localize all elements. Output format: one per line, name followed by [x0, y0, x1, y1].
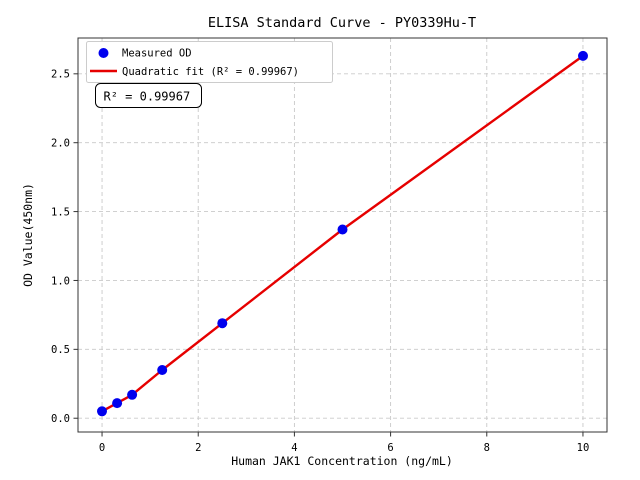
legend-label-quadratic-fit: Quadratic fit (R² = 0.99967)	[122, 66, 299, 78]
x-tick-label: 4	[291, 442, 297, 454]
data-layer	[97, 50, 588, 417]
y-tick-label: 0.0	[51, 413, 70, 425]
x-tick-label: 0	[99, 442, 105, 454]
y-tick-label: 1.5	[51, 206, 70, 218]
chart-title: ELISA Standard Curve - PY0339Hu-T	[208, 15, 476, 31]
legend-marker-measured-od	[98, 48, 109, 58]
legend-frame	[86, 41, 333, 83]
x-tick-label: 2	[195, 442, 201, 454]
y-axis-label: OD Value(450nm)	[21, 183, 35, 287]
x-axis-label: Human JAK1 Concentration (ng/mL)	[231, 454, 453, 468]
plot-border	[77, 37, 608, 433]
axes-layer: 0 2 4 6 8 10 0.0 0.5 1.0 1.5 2.0 2.5	[51, 37, 608, 454]
data-point	[97, 406, 107, 417]
data-point	[112, 398, 123, 409]
data-point	[578, 50, 588, 61]
data-point	[157, 365, 168, 375]
r-squared-annotation-text: R² = 0.99967	[104, 90, 191, 104]
x-tick-label: 10	[577, 442, 590, 454]
r-squared-annotation: R² = 0.99967	[95, 83, 202, 108]
x-tick-label: 8	[484, 442, 490, 454]
data-point	[127, 389, 138, 400]
y-tick-label: 2.5	[51, 69, 70, 81]
data-point	[337, 224, 348, 235]
y-tick-label: 0.5	[51, 344, 70, 356]
y-tick-label: 2.0	[51, 137, 70, 149]
data-point	[217, 318, 228, 329]
legend-label-measured-od: Measured OD	[122, 48, 192, 60]
x-tick-label: 6	[387, 442, 393, 454]
y-tick-label: 1.0	[51, 275, 70, 287]
r-squared-annotation-frame	[95, 83, 202, 108]
legend: Measured OD Quadratic fit (R² = 0.99967)	[86, 41, 333, 83]
